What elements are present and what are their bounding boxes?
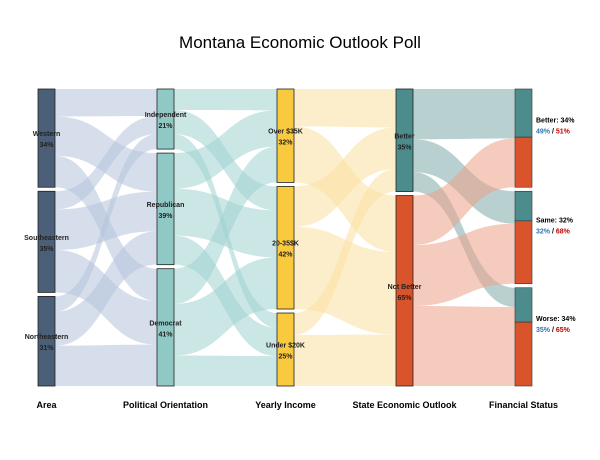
flow-political-income	[174, 110, 277, 189]
node-0-1	[37, 190, 56, 293]
status-split: 32% / 68%	[536, 229, 571, 236]
node-0-0	[37, 88, 56, 188]
node-3-0	[395, 88, 414, 192]
node-pct: 39%	[158, 213, 173, 220]
flow-income-outlook	[294, 89, 396, 128]
flow-area-political	[55, 89, 157, 117]
flow-political-income	[174, 257, 277, 356]
node-2-1	[276, 186, 295, 310]
node-label: Democrat	[149, 320, 182, 327]
node-pct: 41%	[158, 331, 173, 338]
flow-income-outlook	[294, 127, 396, 227]
node-label: Under $20K	[266, 343, 305, 350]
split-better-pct: 32%	[536, 229, 551, 236]
nodes-layer	[37, 88, 533, 387]
flow-area-political	[55, 231, 157, 346]
flow-income-outlook	[294, 169, 396, 335]
column-label: Yearly Income	[255, 400, 316, 410]
node-status-notbetter-part	[514, 136, 533, 188]
flows-layer	[55, 89, 515, 386]
split-notbetter-pct: 68%	[556, 229, 571, 236]
flow-outlook-status	[413, 138, 515, 246]
node-status-better-part	[514, 88, 533, 138]
status-split: 35% / 65%	[536, 327, 571, 334]
node-pct: 21%	[158, 123, 173, 130]
node-status-notbetter-part	[514, 321, 533, 387]
node-pct: 35%	[397, 144, 412, 151]
node-1-1	[156, 152, 175, 266]
node-pct: 34%	[39, 142, 54, 149]
node-label: Southeastern	[24, 235, 69, 242]
status-split: 49% / 51%	[536, 128, 571, 135]
column-label: Financial Status	[489, 400, 558, 410]
node-label: Better	[394, 133, 415, 140]
node-status-notbetter-part	[514, 220, 533, 285]
split-separator: /	[550, 327, 556, 334]
split-notbetter-pct: 51%	[556, 128, 571, 135]
flow-outlook-status	[413, 306, 515, 386]
status-label: Worse: 34%	[536, 316, 576, 323]
column-label: Area	[36, 400, 57, 410]
split-better-pct: 49%	[536, 128, 551, 135]
node-2-0	[276, 88, 295, 183]
node-0-2	[37, 296, 56, 387]
node-1-0	[156, 88, 175, 150]
node-label: Republican	[147, 202, 185, 209]
node-label: Northeastern	[25, 334, 69, 341]
node-pct: 25%	[278, 354, 293, 361]
flow-political-income	[174, 355, 277, 386]
flow-area-political	[55, 344, 157, 386]
chart-title: Montana Economic Outlook Poll	[179, 33, 421, 52]
node-status-better-part	[514, 190, 533, 222]
node-label: 20-35$K	[272, 241, 299, 248]
node-2-2	[276, 312, 295, 387]
split-separator: /	[550, 229, 556, 236]
node-pct: 31%	[39, 345, 54, 352]
split-notbetter-pct: 65%	[556, 327, 571, 334]
flow-area-political	[55, 116, 157, 210]
node-pct: 65%	[397, 295, 412, 302]
flow-political-income	[174, 146, 277, 304]
flow-political-income	[174, 89, 277, 111]
node-status-better-part	[514, 287, 533, 323]
node-label: Not Better	[388, 284, 422, 291]
node-pct: 35%	[39, 246, 54, 253]
flow-income-outlook	[294, 334, 396, 386]
node-3-1	[395, 195, 414, 387]
node-label: Western	[33, 131, 61, 138]
column-label: State Economic Outlook	[352, 400, 457, 410]
column-labels: Area Political Orientation Yearly Income St…	[36, 400, 558, 410]
labels-layer: Western 34% Southeastern 35% Northeastern 31%…	[24, 112, 576, 360]
flow-outlook-status	[413, 223, 515, 307]
node-pct: 42%	[278, 252, 293, 259]
split-separator: /	[550, 128, 556, 135]
node-1-2	[156, 268, 175, 387]
node-label: Independent	[145, 112, 187, 119]
node-pct: 32%	[278, 140, 293, 147]
node-label: Over $35K	[268, 129, 303, 136]
split-better-pct: 35%	[536, 327, 551, 334]
status-label: Better: 34%	[536, 117, 575, 124]
flow-area-political	[55, 134, 157, 312]
flow-outlook-status	[413, 89, 515, 140]
status-label: Same: 32%	[536, 218, 574, 225]
column-label: Political Orientation	[123, 400, 208, 410]
